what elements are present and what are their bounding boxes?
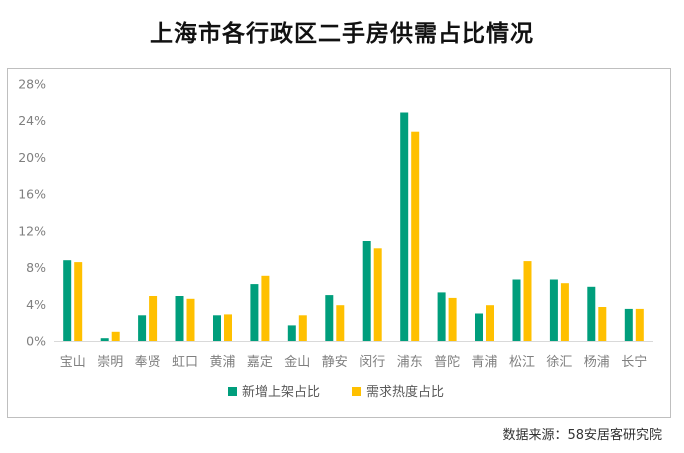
- x-tick-label: 崇明: [97, 355, 123, 370]
- bar-new-listing-9: [400, 112, 409, 341]
- x-tick-label: 青浦: [471, 355, 497, 370]
- bar-new-listing-0: [63, 260, 72, 341]
- x-axis: 宝山 崇明 奉贤 虹口 黄浦 嘉定 金山 静安 闵行 浦东 普陀 青浦 松江 徐汇 杨浦 长宁: [60, 354, 648, 370]
- bar-new-listing-7: [325, 295, 334, 341]
- legend-swatch-1: [228, 387, 237, 396]
- x-tick-label: 静安: [322, 355, 348, 370]
- bar-demand-6: [298, 315, 307, 341]
- bar-demand-0: [74, 262, 83, 341]
- y-axis: 0% 4% 8% 12% 16% 20% 24% 28%: [18, 77, 653, 349]
- y-tick-label: 0%: [26, 334, 46, 349]
- bar-new-listing-2: [138, 315, 147, 341]
- chart-title: 上海市各行政区二手房供需占比情况: [150, 21, 534, 47]
- bar-new-listing-12: [512, 279, 521, 341]
- bars: [63, 112, 644, 341]
- legend-label-2: 需求热度占比: [366, 384, 444, 400]
- bar-demand-11: [486, 305, 494, 341]
- x-tick-label: 闵行: [359, 355, 385, 370]
- bar-demand-7: [336, 305, 345, 341]
- bar-new-listing-11: [475, 313, 483, 341]
- bar-new-listing-14: [587, 286, 596, 341]
- y-tick-label: 16%: [18, 187, 46, 202]
- x-tick-label: 宝山: [60, 355, 86, 370]
- x-tick-label: 奉贤: [135, 355, 161, 370]
- y-tick-label: 28%: [18, 77, 46, 92]
- source-note: 数据来源：58安居客研究院: [502, 428, 662, 443]
- bar-demand-3: [186, 298, 195, 341]
- y-tick-label: 12%: [18, 223, 46, 238]
- legend-label-1: 新增上架占比: [242, 384, 320, 400]
- bar-demand-10: [448, 297, 457, 341]
- bar-new-listing-1: [100, 338, 109, 341]
- y-tick-label: 8%: [26, 260, 46, 275]
- bar-demand-8: [373, 248, 382, 341]
- x-tick-label: 松江: [509, 355, 535, 370]
- x-tick-label: 长宁: [621, 354, 647, 370]
- x-tick-label: 黄浦: [209, 355, 235, 370]
- y-tick-label: 4%: [26, 297, 46, 312]
- bar-new-listing-4: [213, 315, 221, 341]
- legend: 新增上架占比 需求热度占比: [228, 384, 444, 400]
- bar-new-listing-6: [287, 325, 296, 341]
- bar-demand-1: [111, 331, 120, 341]
- bar-new-listing-5: [250, 284, 259, 341]
- bar-new-listing-10: [437, 292, 446, 341]
- y-tick-label: 20%: [18, 150, 46, 165]
- x-tick-label: 杨浦: [584, 355, 610, 370]
- legend-swatch-2: [352, 387, 361, 396]
- y-tick-label: 24%: [18, 113, 46, 128]
- bar-demand-2: [149, 296, 158, 341]
- bar-demand-13: [560, 283, 569, 341]
- x-tick-label: 嘉定: [247, 355, 273, 370]
- x-tick-label: 虹口: [172, 355, 198, 370]
- bar-new-listing-8: [362, 241, 371, 341]
- bar-new-listing-3: [175, 296, 184, 341]
- chart-frame: [7, 68, 671, 418]
- x-tick-label: 普陀: [434, 354, 460, 370]
- bar-demand-9: [411, 131, 420, 341]
- bar-demand-12: [523, 261, 532, 341]
- bar-demand-15: [635, 308, 644, 341]
- bar-new-listing-15: [624, 308, 633, 341]
- x-tick-label: 金山: [284, 354, 310, 370]
- bar-demand-4: [224, 314, 232, 341]
- x-tick-label: 浦东: [397, 355, 423, 370]
- x-tick-label: 徐汇: [546, 355, 572, 370]
- bar-demand-14: [598, 307, 607, 341]
- bar-demand-5: [261, 275, 270, 341]
- bar-new-listing-13: [549, 279, 558, 341]
